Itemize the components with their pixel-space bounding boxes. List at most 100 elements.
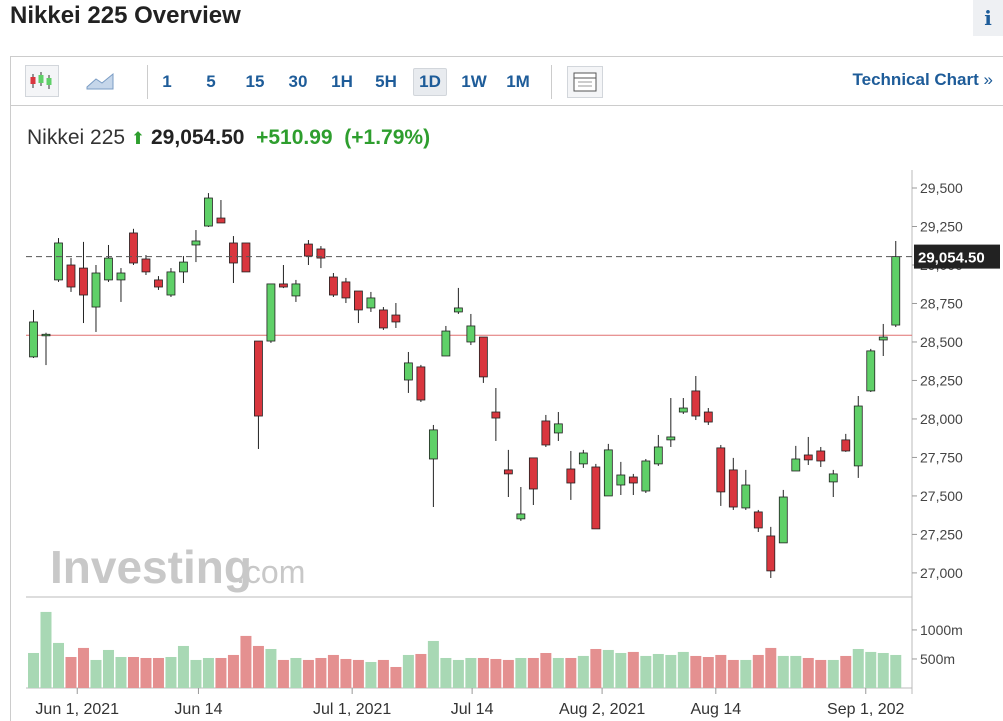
candle-body <box>878 336 888 341</box>
interval-button[interactable]: 5 <box>206 72 216 91</box>
info-button[interactable]: i <box>973 0 1003 36</box>
volume-bar <box>527 657 539 688</box>
volume-bar <box>190 659 202 688</box>
last-price-tag <box>914 244 1000 269</box>
y-tick-label: 28,250 <box>920 372 963 388</box>
candle-body <box>466 325 476 343</box>
volume-bar <box>740 659 752 688</box>
interval-button[interactable]: 5H <box>375 72 397 91</box>
volume-bar <box>277 659 289 688</box>
candle-body <box>553 423 563 434</box>
link-text[interactable]: Technical Chart <box>852 70 979 89</box>
volume-bar <box>665 654 677 688</box>
icon <box>86 72 114 90</box>
interval-button[interactable]: 1H <box>331 72 353 91</box>
technical-chart-link[interactable]: Technical Chart » <box>853 70 993 90</box>
interval-button[interactable]: 15 <box>245 72 265 91</box>
volume-bar <box>702 656 714 688</box>
index-name: Nikkei 225 <box>27 126 126 149</box>
page-title: Nikkei 225 Overview <box>10 2 241 29</box>
candle-body <box>41 333 51 337</box>
candle-body <box>453 307 463 313</box>
x-tick-label: Jun 14 <box>174 701 222 718</box>
candle-body <box>29 321 38 358</box>
candle-body <box>478 336 488 378</box>
y-tick-label: 27,750 <box>920 449 963 465</box>
link-arrow[interactable]: » <box>983 70 993 89</box>
volume-bar <box>402 654 414 688</box>
volume-bar <box>790 655 802 688</box>
x-tick-label: Jul 14 <box>451 701 494 718</box>
candle-body <box>541 420 551 446</box>
y-tick-label: 29,500 <box>920 180 963 196</box>
interval-button[interactable]: 1D <box>413 68 447 96</box>
candle-body <box>678 407 688 413</box>
volume-bar <box>302 659 314 688</box>
candle-body <box>366 297 376 309</box>
volume-bar <box>577 655 589 688</box>
volume-bar <box>877 652 889 688</box>
candle-body <box>691 390 701 417</box>
candle-body <box>179 261 188 273</box>
volume-bar <box>865 651 877 688</box>
volume-bar <box>265 648 277 688</box>
candle-body <box>766 535 776 572</box>
candle-body <box>603 449 613 497</box>
volume-bar <box>65 656 77 688</box>
candle-body <box>91 272 101 308</box>
volume-bar <box>440 657 452 688</box>
candle-body <box>591 466 601 530</box>
y-tick-label: 27,500 <box>920 488 963 504</box>
candle-body <box>753 511 763 529</box>
candle-body <box>491 411 501 419</box>
watermark-brand: Investing <box>50 541 252 593</box>
interval-button[interactable]: 1M <box>506 72 530 91</box>
volume-bar <box>227 654 239 688</box>
candle-body <box>728 469 738 508</box>
toolbar: 1 5 15 30 1H 5H 1D 1W 1M Technical Chart… <box>10 57 1003 106</box>
candle-body <box>266 283 276 342</box>
candle-body <box>54 242 63 281</box>
candle-body <box>304 243 313 257</box>
candle-body <box>816 450 826 462</box>
volume-bar <box>102 649 114 688</box>
volume-bar <box>52 642 64 688</box>
interval-button[interactable]: 1 <box>162 72 172 91</box>
x-tick-label: Sep 1, 202 <box>827 701 905 718</box>
candle-body <box>66 264 76 288</box>
candle-body <box>653 446 663 465</box>
y-tick-label: 28,500 <box>920 334 963 350</box>
volume-bar <box>815 659 827 688</box>
volume-bar <box>115 656 127 688</box>
candle-body <box>803 454 813 461</box>
candle-body <box>641 460 651 492</box>
volume-bar <box>852 648 864 688</box>
volume-bar <box>802 657 814 688</box>
interval-button[interactable]: 30 <box>288 72 308 91</box>
volume-bar <box>590 648 602 688</box>
y2-tick-label: 500m <box>920 651 955 667</box>
x-tick-label: Aug 2, 2021 <box>559 701 645 718</box>
watermark-suffix: .com <box>236 554 305 590</box>
volume-bar <box>327 654 339 688</box>
volume-bar <box>40 611 52 688</box>
volume-bar <box>477 657 489 688</box>
candle-body <box>416 366 426 401</box>
volume-bar <box>390 666 402 688</box>
last-price-label: 29,054.50 <box>918 250 985 267</box>
candle-body <box>116 272 126 281</box>
candle-body <box>316 248 326 259</box>
x-tick-label: Jul 1, 2021 <box>313 701 391 718</box>
line-icon[interactable] <box>84 67 116 93</box>
interval-button[interactable]: 1W <box>461 72 487 91</box>
candle-body <box>828 473 838 483</box>
volume-bar <box>377 659 389 688</box>
candle-body <box>254 340 263 417</box>
candle-body <box>841 439 851 452</box>
table-icon[interactable] <box>567 66 603 98</box>
candle-body <box>666 436 676 441</box>
candle-icon[interactable] <box>25 65 59 97</box>
icon <box>30 72 52 89</box>
